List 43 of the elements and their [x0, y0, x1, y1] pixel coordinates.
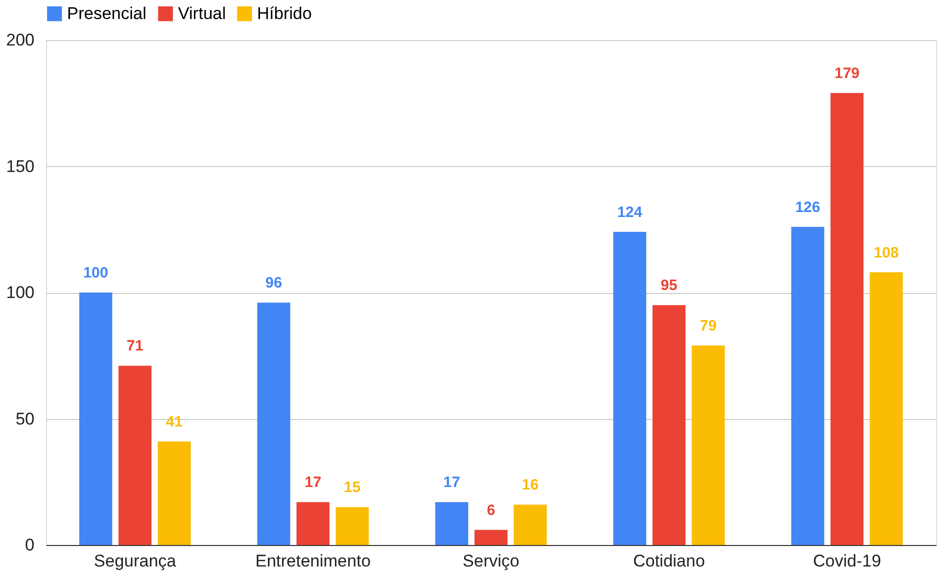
data-label: 15 [344, 479, 361, 496]
bar [514, 504, 547, 545]
y-tick-label: 200 [6, 30, 34, 50]
x-tick-label: Segurança [94, 552, 177, 570]
y-tick-label: 50 [16, 409, 34, 428]
y-tick-label: 100 [6, 283, 34, 302]
data-label: 16 [522, 476, 539, 494]
data-label: 17 [443, 474, 460, 492]
bar [791, 226, 824, 545]
data-label: 95 [660, 277, 678, 294]
data-label: 79 [700, 318, 717, 335]
bar [79, 292, 112, 545]
data-label: 126 [795, 198, 820, 216]
bar [692, 346, 725, 545]
data-label: 100 [83, 264, 108, 282]
data-label: 179 [834, 65, 860, 82]
data-label: 71 [126, 338, 144, 355]
bar [474, 530, 508, 545]
x-tick-label: Serviço [462, 552, 520, 570]
legend-label: Virtual [178, 4, 226, 23]
data-label: 17 [304, 474, 322, 492]
bar [257, 302, 290, 545]
bar [118, 366, 152, 545]
bar [296, 502, 330, 545]
x-tick-label: Covid-19 [812, 552, 882, 570]
x-tick-label: Entretenimento [255, 552, 371, 570]
bar [158, 441, 191, 545]
bar [652, 305, 686, 545]
data-label: 41 [166, 413, 183, 430]
bar [336, 507, 369, 545]
legend-label: Híbrido [257, 4, 312, 23]
bar [870, 272, 903, 545]
x-tick-label: Cotidiano [633, 552, 705, 570]
legend-label: Presencial [67, 4, 146, 23]
data-label: 6 [486, 502, 496, 519]
bar [435, 502, 468, 545]
y-tick-label: 0 [25, 536, 34, 554]
bar [830, 93, 864, 545]
bar [613, 232, 646, 545]
data-label: 96 [265, 274, 282, 292]
data-label: 124 [617, 204, 643, 221]
y-tick-label: 150 [6, 156, 34, 176]
data-label: 108 [874, 244, 899, 262]
